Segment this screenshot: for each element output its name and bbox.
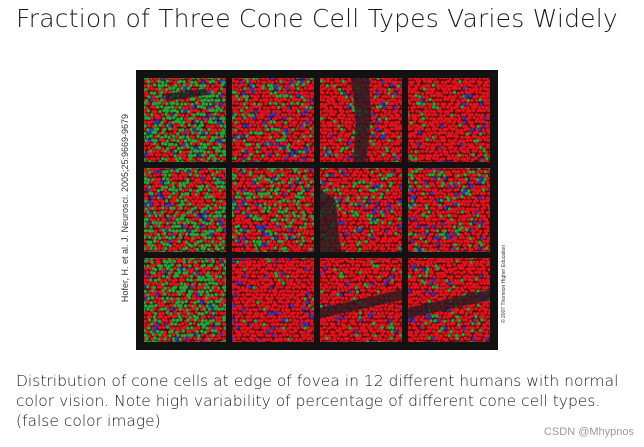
mosaic-panel [232, 78, 314, 162]
mosaic-panel [232, 258, 314, 342]
mosaic-panel [320, 168, 402, 252]
mosaic-panel [320, 258, 402, 342]
mosaic-panel-image [320, 258, 402, 342]
mosaic-panel-image [408, 168, 490, 252]
mosaic-panel-image [144, 258, 226, 342]
mosaic-panel [408, 78, 490, 162]
mosaic-panel [320, 78, 402, 162]
mosaic-panel [144, 78, 226, 162]
citation-right-text: © 2007 Thomson Higher Education [501, 244, 507, 324]
mosaic-panel-image [408, 258, 490, 342]
mosaic-frame [136, 70, 498, 350]
mosaic-grid [144, 78, 490, 342]
watermark: CSDN @Mhypnos [543, 426, 634, 438]
cone-mosaic-figure: Hofer, H. et al. J. Neurosci. 2005;25:96… [114, 64, 507, 352]
mosaic-panel [408, 258, 490, 342]
mosaic-panel-image [144, 78, 226, 162]
mosaic-panel-image [320, 78, 402, 162]
mosaic-panel-image [232, 78, 314, 162]
citation-right: © 2007 Thomson Higher Education [498, 70, 512, 350]
mosaic-panel-image [408, 78, 490, 162]
mosaic-panel-image [320, 168, 402, 252]
mosaic-panel-image [144, 168, 226, 252]
mosaic-panel [144, 258, 226, 342]
figure-caption: Distribution of cone cells at edge of fo… [16, 372, 619, 430]
mosaic-panel-image [232, 258, 314, 342]
citation-left-text: Hofer, H. et al. J. Neurosci. 2005;25:96… [120, 113, 130, 303]
mosaic-panel-image [232, 168, 314, 252]
slide-title: Fraction of Three Cone Cell Types Varies… [16, 4, 618, 33]
citation-left: Hofer, H. et al. J. Neurosci. 2005;25:96… [114, 64, 136, 352]
mosaic-panel [232, 168, 314, 252]
mosaic-panel [408, 168, 490, 252]
mosaic-panel [144, 168, 226, 252]
